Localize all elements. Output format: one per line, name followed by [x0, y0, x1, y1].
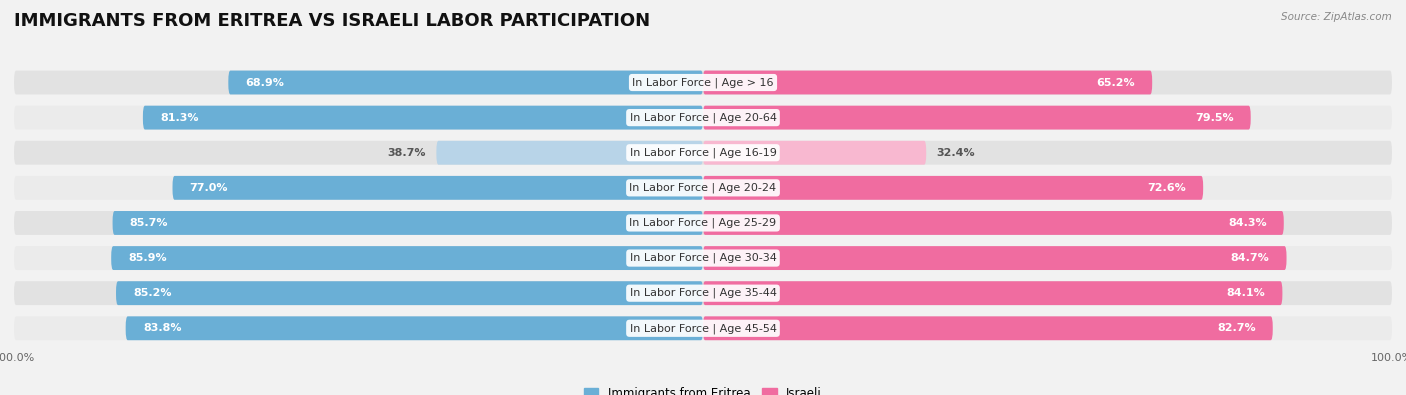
- Text: In Labor Force | Age 16-19: In Labor Force | Age 16-19: [630, 147, 776, 158]
- FancyBboxPatch shape: [14, 71, 1392, 94]
- FancyBboxPatch shape: [703, 71, 1152, 94]
- Text: 65.2%: 65.2%: [1097, 77, 1135, 88]
- Text: 84.3%: 84.3%: [1227, 218, 1267, 228]
- FancyBboxPatch shape: [117, 281, 703, 305]
- FancyBboxPatch shape: [703, 246, 1286, 270]
- FancyBboxPatch shape: [703, 211, 1284, 235]
- Text: 68.9%: 68.9%: [246, 77, 284, 88]
- FancyBboxPatch shape: [436, 141, 703, 165]
- FancyBboxPatch shape: [173, 176, 703, 200]
- Text: 83.8%: 83.8%: [143, 323, 181, 333]
- FancyBboxPatch shape: [703, 316, 1272, 340]
- Text: In Labor Force | Age > 16: In Labor Force | Age > 16: [633, 77, 773, 88]
- FancyBboxPatch shape: [111, 246, 703, 270]
- Text: In Labor Force | Age 30-34: In Labor Force | Age 30-34: [630, 253, 776, 263]
- Text: 84.7%: 84.7%: [1230, 253, 1270, 263]
- Text: 85.2%: 85.2%: [134, 288, 172, 298]
- FancyBboxPatch shape: [14, 141, 1392, 165]
- Text: 38.7%: 38.7%: [388, 148, 426, 158]
- FancyBboxPatch shape: [14, 246, 1392, 270]
- FancyBboxPatch shape: [703, 106, 1251, 130]
- FancyBboxPatch shape: [703, 281, 1282, 305]
- FancyBboxPatch shape: [14, 316, 1392, 340]
- FancyBboxPatch shape: [228, 71, 703, 94]
- Text: 85.7%: 85.7%: [129, 218, 169, 228]
- Text: Source: ZipAtlas.com: Source: ZipAtlas.com: [1281, 12, 1392, 22]
- Text: 84.1%: 84.1%: [1226, 288, 1265, 298]
- FancyBboxPatch shape: [14, 211, 1392, 235]
- FancyBboxPatch shape: [703, 141, 927, 165]
- Text: 85.9%: 85.9%: [128, 253, 167, 263]
- Legend: Immigrants from Eritrea, Israeli: Immigrants from Eritrea, Israeli: [579, 382, 827, 395]
- Text: In Labor Force | Age 45-54: In Labor Force | Age 45-54: [630, 323, 776, 333]
- FancyBboxPatch shape: [143, 106, 703, 130]
- Text: 82.7%: 82.7%: [1218, 323, 1256, 333]
- Text: IMMIGRANTS FROM ERITREA VS ISRAELI LABOR PARTICIPATION: IMMIGRANTS FROM ERITREA VS ISRAELI LABOR…: [14, 12, 650, 30]
- Text: In Labor Force | Age 25-29: In Labor Force | Age 25-29: [630, 218, 776, 228]
- Text: In Labor Force | Age 35-44: In Labor Force | Age 35-44: [630, 288, 776, 299]
- Text: In Labor Force | Age 20-24: In Labor Force | Age 20-24: [630, 182, 776, 193]
- Text: 32.4%: 32.4%: [936, 148, 976, 158]
- Text: In Labor Force | Age 20-64: In Labor Force | Age 20-64: [630, 112, 776, 123]
- FancyBboxPatch shape: [14, 106, 1392, 130]
- Text: 77.0%: 77.0%: [190, 183, 228, 193]
- FancyBboxPatch shape: [112, 211, 703, 235]
- Text: 79.5%: 79.5%: [1195, 113, 1233, 122]
- FancyBboxPatch shape: [703, 176, 1204, 200]
- Text: 72.6%: 72.6%: [1147, 183, 1185, 193]
- FancyBboxPatch shape: [125, 316, 703, 340]
- Text: 81.3%: 81.3%: [160, 113, 198, 122]
- FancyBboxPatch shape: [14, 176, 1392, 200]
- FancyBboxPatch shape: [14, 281, 1392, 305]
